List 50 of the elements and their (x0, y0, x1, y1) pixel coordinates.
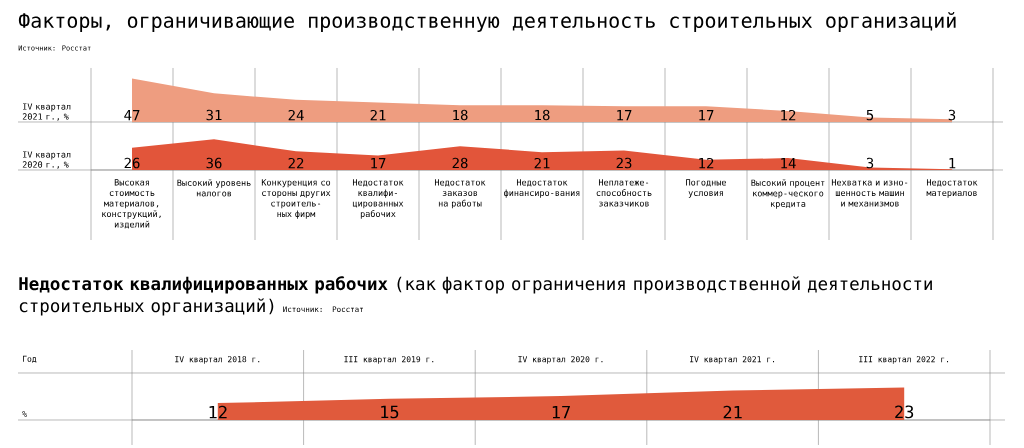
data-label: 22 (288, 157, 304, 169)
data-label: 31 (206, 109, 222, 121)
y-axis-title: % (22, 411, 27, 417)
data-label: 1 (949, 158, 956, 169)
data-label: 36 (206, 157, 222, 169)
x-tick-label: Недостаток заказов на работы (434, 179, 486, 209)
data-label: 26 (124, 157, 140, 169)
data-label: 23 (895, 405, 914, 419)
x-tick-label: Нехватка и изно-шенность машин и механизмов (831, 179, 908, 207)
data-label: 12 (209, 405, 227, 419)
data-label: 18 (453, 109, 468, 121)
data-label: 17 (617, 110, 632, 121)
y-axis-title: IV квартал 2021 г., % (22, 103, 71, 121)
x-tick-label: Высокая стоимость материалов, конструкций, изделий (102, 179, 161, 229)
x-tick-label: III квартал 2022 г. (859, 356, 949, 364)
data-label: 24 (288, 109, 304, 121)
chart-title: Недостаток квалифицированных рабочих (как фактор ограничения производственной деятельности (19, 276, 932, 294)
chart-title: Факторы, ограничивающие производственную деятельность строительных организаций (18, 12, 956, 32)
x-tick-label: IV квартал 2020 г. (518, 356, 603, 364)
x-tick-label: IV квартал 2018 г. (175, 356, 260, 364)
x-tick-label: Недостаток материалов (926, 179, 978, 198)
data-label: 17 (371, 158, 386, 169)
data-label: 5 (866, 109, 874, 121)
data-label: 23 (616, 157, 632, 169)
data-label: 18 (535, 109, 550, 121)
data-label: 21 (534, 157, 550, 169)
data-label: 14 (781, 158, 796, 169)
x-tick-label: Высокий уровень налогов (177, 179, 251, 197)
data-label: 3 (948, 109, 956, 121)
data-label: 15 (381, 405, 399, 419)
x-tick-label: Неплатеже-способность заказчиков (596, 179, 652, 207)
data-label: 17 (699, 110, 714, 121)
data-label: 17 (552, 405, 570, 419)
data-label: 47 (124, 110, 140, 121)
x-tick-label: IV квартал 2021 г. (690, 356, 775, 364)
x-tick-label: Недостаток квалифи-цированных рабочих (352, 179, 404, 219)
x-tick-label: Конкуренция со стороны других строитель-ных фирм (261, 179, 331, 219)
data-label: 12 (781, 109, 796, 121)
data-label: 3 (866, 157, 874, 169)
x-tick-label: Высокий процент коммер-ческого кредита (751, 179, 825, 209)
data-label: 21 (370, 109, 386, 121)
chart-title: строительных организаций) (19, 298, 274, 316)
data-label: 12 (699, 157, 714, 169)
x-tick-label: Погодные условия (686, 179, 726, 198)
x-tick-label: Недостаток финансиро-вания (504, 179, 580, 198)
x-axis-title: Год (23, 355, 37, 363)
y-axis-title: IV квартал 2020 г., % (22, 151, 71, 169)
data-label: 21 (723, 405, 742, 419)
x-tick-label: III квартал 2019 г. (344, 356, 434, 364)
data-label: 28 (452, 157, 468, 169)
